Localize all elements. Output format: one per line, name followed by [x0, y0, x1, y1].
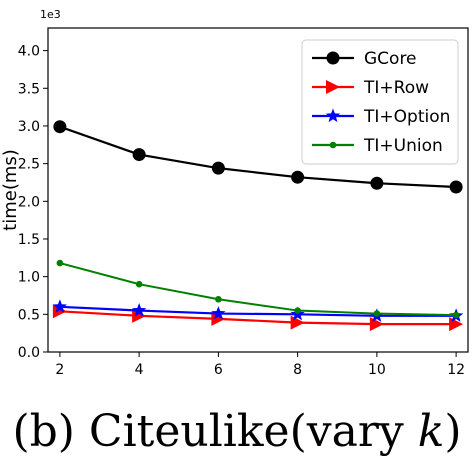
- x-tick-label: 2: [55, 362, 64, 378]
- axes-frame: [47, 27, 469, 353]
- data-point-TI+Row: [369, 317, 384, 332]
- y-tick-label: 4.0: [18, 44, 40, 60]
- legend-box: [301, 39, 459, 165]
- data-point-GCore: [449, 180, 463, 194]
- legend-marker-GCore: [326, 51, 340, 65]
- data-point-TI+Option: [52, 299, 68, 313]
- y-tick-label: 3.5: [18, 81, 40, 97]
- y-tick-label: 3.0: [18, 119, 40, 135]
- data-point-GCore: [370, 176, 384, 190]
- y-tick-label: 1.5: [18, 232, 40, 248]
- data-point-GCore: [291, 170, 305, 184]
- x-tick-label: 10: [368, 362, 386, 378]
- y-tick-label: 1.0: [18, 270, 40, 286]
- data-point-TI+Row: [132, 308, 147, 323]
- caption-symbol: k: [417, 406, 445, 457]
- data-point-GCore: [211, 161, 225, 175]
- y-multiplier-label: 1e3: [40, 8, 61, 21]
- data-point-TI+Option: [132, 303, 147, 317]
- data-point-GCore: [132, 148, 146, 162]
- caption-suffix: ): [444, 406, 462, 457]
- y-tick-label: 2.0: [18, 194, 40, 210]
- data-point-TI+Row: [290, 315, 305, 330]
- legend-label-TI+Union: TI+Union: [363, 136, 443, 156]
- y-axis-label: time(ms): [0, 149, 21, 231]
- series-line-TI+Row: [59, 310, 457, 326]
- caption-prefix: (b) Citeulike(vary: [12, 406, 418, 457]
- series-line-GCore: [59, 125, 457, 189]
- data-point-GCore: [53, 120, 67, 134]
- legend-label-GCore: GCore: [364, 49, 417, 69]
- data-point-TI+Union: [373, 310, 381, 317]
- data-point-TI+Row: [211, 311, 226, 326]
- data-point-TI+Union: [56, 259, 64, 267]
- legend-marker-TI+Option: [325, 108, 341, 123]
- x-tick-label: 6: [214, 362, 223, 378]
- legend-label-TI+Option: TI+Option: [363, 107, 450, 127]
- plot-area: 0.0 0.5 1.0 1.5 2.0 2.5 3.0 3.5 4.0 2 4 6 8 10 12 1e3 ti…: [0, 8, 469, 378]
- x-tick-label: 8: [293, 362, 302, 378]
- line-chart: 0.0 0.5 1.0 1.5 2.0 2.5 3.0 3.5 4.0 2 4 6 8 10 12 1e3 ti…: [0, 8, 469, 378]
- data-point-TI+Option: [211, 306, 226, 320]
- data-point-TI+Union: [294, 307, 301, 314]
- data-point-TI+Union: [135, 280, 143, 288]
- x-tick-label: 4: [135, 362, 144, 378]
- y-tick-label: 0.5: [18, 307, 40, 323]
- series-line-TI+Option: [59, 305, 457, 317]
- y-tick-label: 0.0: [18, 345, 40, 361]
- data-point-TI+Union: [452, 311, 460, 319]
- series-line-TI+Union: [59, 262, 457, 317]
- legend-marker-TI+Union: [329, 141, 337, 149]
- figure-caption: (b) Citeulike(vary k): [0, 392, 474, 472]
- data-point-TI+Row: [449, 317, 464, 332]
- data-point-TI+Row: [52, 304, 67, 319]
- legend-label-TI+Row: TI+Row: [363, 78, 429, 98]
- x-tick-label: 12: [447, 362, 465, 378]
- data-point-TI+Union: [215, 295, 222, 303]
- y-tick-label: 2.5: [18, 157, 40, 173]
- legend-marker-TI+Row: [326, 80, 340, 94]
